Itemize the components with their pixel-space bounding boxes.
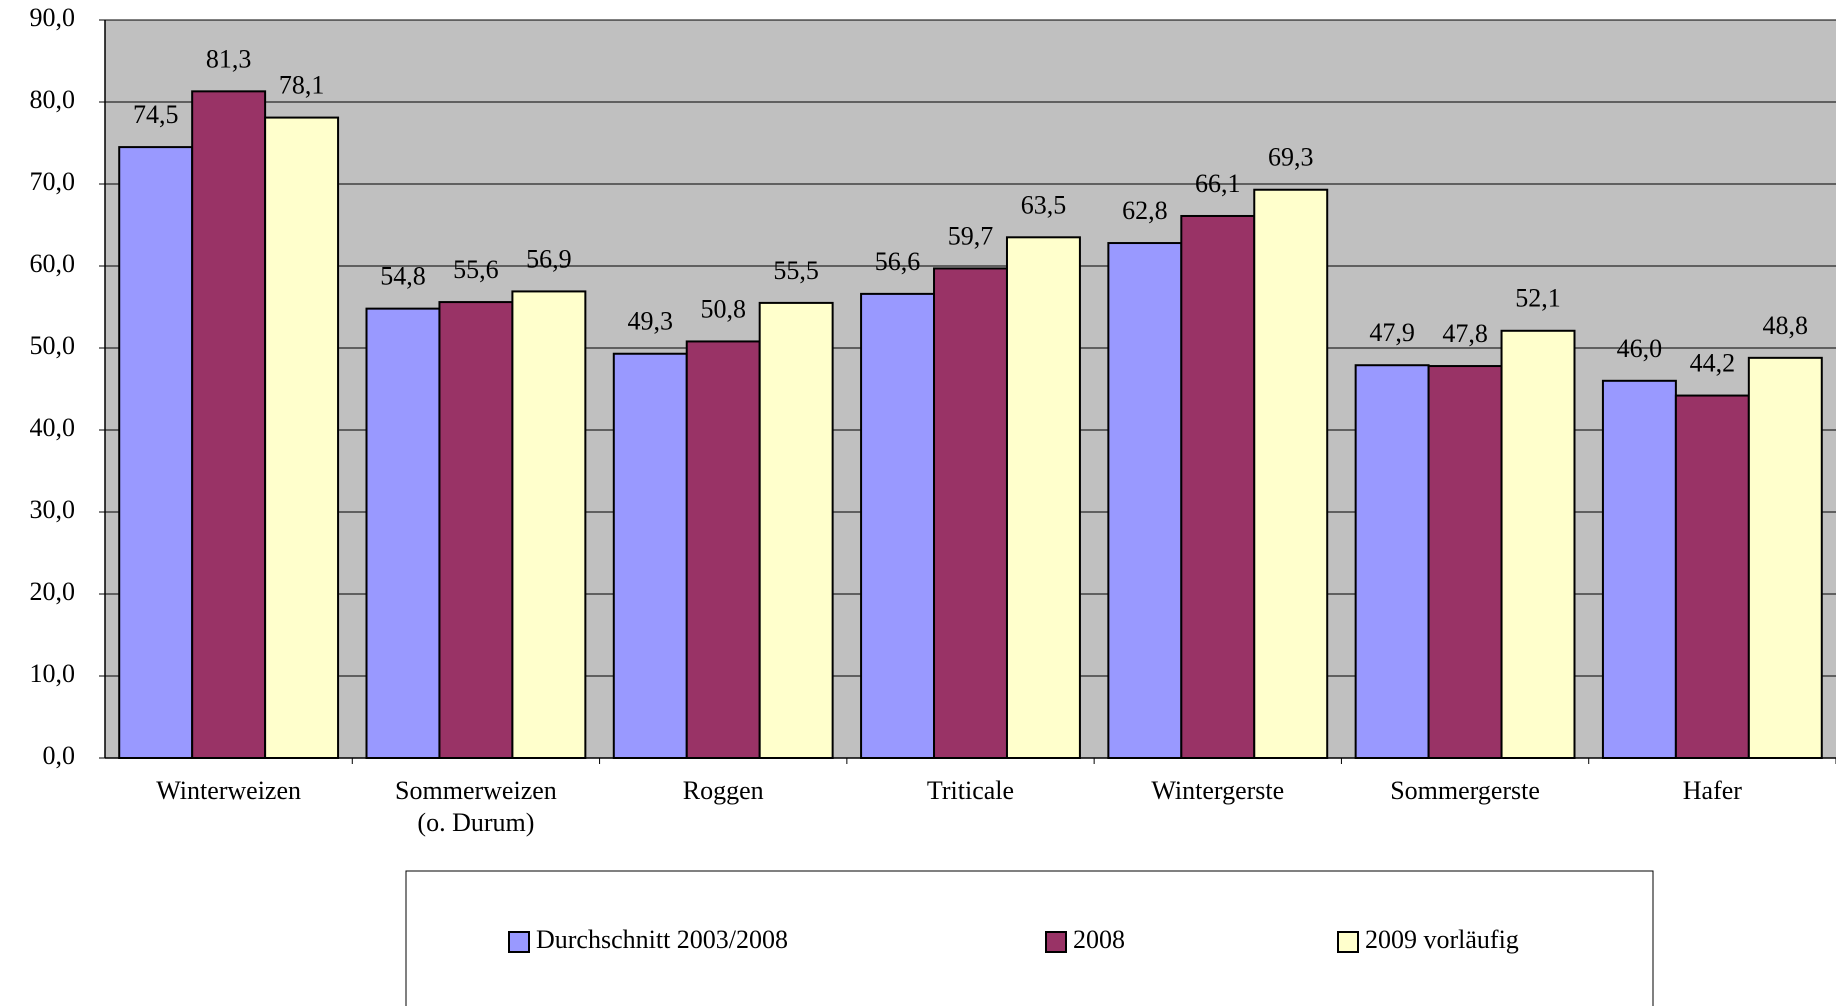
y-tick-label: 90,0 [30, 3, 76, 32]
value-label: 63,5 [1021, 190, 1067, 219]
x-tick-label: Triticale [927, 776, 1014, 805]
bar [438, 301, 514, 759]
y-tick-label: 30,0 [30, 495, 76, 524]
bar [933, 267, 1008, 759]
value-label: 78,1 [279, 71, 325, 100]
value-label: 59,7 [948, 221, 994, 250]
value-label: 47,9 [1369, 318, 1415, 347]
bar [191, 90, 267, 759]
value-label: 81,3 [206, 44, 252, 73]
value-label: 55,5 [773, 256, 819, 285]
y-tick-label: 40,0 [30, 413, 76, 442]
y-tick-label: 50,0 [30, 331, 76, 360]
bar [1180, 214, 1256, 760]
value-label: 69,3 [1268, 143, 1314, 172]
legend-label: 2009 vorläufig [1365, 925, 1519, 954]
bar [1005, 236, 1081, 760]
bar [1500, 329, 1576, 759]
bar [685, 340, 761, 759]
y-tick-label: 10,0 [30, 659, 76, 688]
x-tick-label: Sommerweizen (o. Durum) [395, 776, 557, 837]
bar [1427, 365, 1503, 759]
legend-swatch [1337, 931, 1359, 953]
legend-label: Durchschnitt 2003/2008 [536, 925, 788, 954]
x-tick-label: Winterweizen [156, 776, 301, 805]
value-label: 50,8 [700, 294, 746, 323]
value-label: 48,8 [1763, 311, 1809, 340]
bar [1107, 242, 1183, 760]
x-tick-label: Hafer [1683, 776, 1743, 805]
bar [1747, 356, 1823, 759]
y-tick-label: 80,0 [30, 85, 76, 114]
y-tick-label: 0,0 [43, 741, 76, 770]
bar [1601, 379, 1677, 759]
bar [365, 307, 441, 759]
bar [511, 290, 587, 759]
value-label: 56,9 [526, 244, 572, 273]
value-label: 52,1 [1515, 284, 1561, 313]
bar [264, 116, 340, 759]
value-label: 46,0 [1617, 334, 1663, 363]
bar [1253, 188, 1329, 760]
y-tick-label: 20,0 [30, 577, 76, 606]
value-label: 56,6 [875, 247, 921, 276]
value-label: 49,3 [628, 307, 674, 336]
y-tick-label: 60,0 [30, 249, 76, 278]
bar [118, 146, 194, 760]
bar [860, 292, 936, 759]
value-label: 47,8 [1442, 319, 1488, 348]
bar [1674, 394, 1750, 759]
value-label: 54,8 [380, 262, 426, 291]
value-label: 44,2 [1690, 349, 1736, 378]
bar [758, 301, 834, 759]
value-label: 74,5 [133, 100, 179, 129]
value-label: 62,8 [1122, 196, 1168, 225]
value-label: 55,6 [453, 255, 499, 284]
bar [1354, 364, 1430, 759]
bar [612, 352, 688, 759]
legend-label: 2008 [1073, 925, 1125, 954]
legend-box [405, 870, 1654, 1006]
x-tick-label: Roggen [683, 776, 764, 805]
x-tick-label: Wintergerste [1151, 776, 1284, 805]
legend-swatch [1045, 931, 1067, 953]
y-tick-label: 70,0 [30, 167, 76, 196]
x-tick-label: Sommergerste [1390, 776, 1540, 805]
value-label: 66,1 [1195, 169, 1241, 198]
legend-swatch [508, 931, 530, 953]
